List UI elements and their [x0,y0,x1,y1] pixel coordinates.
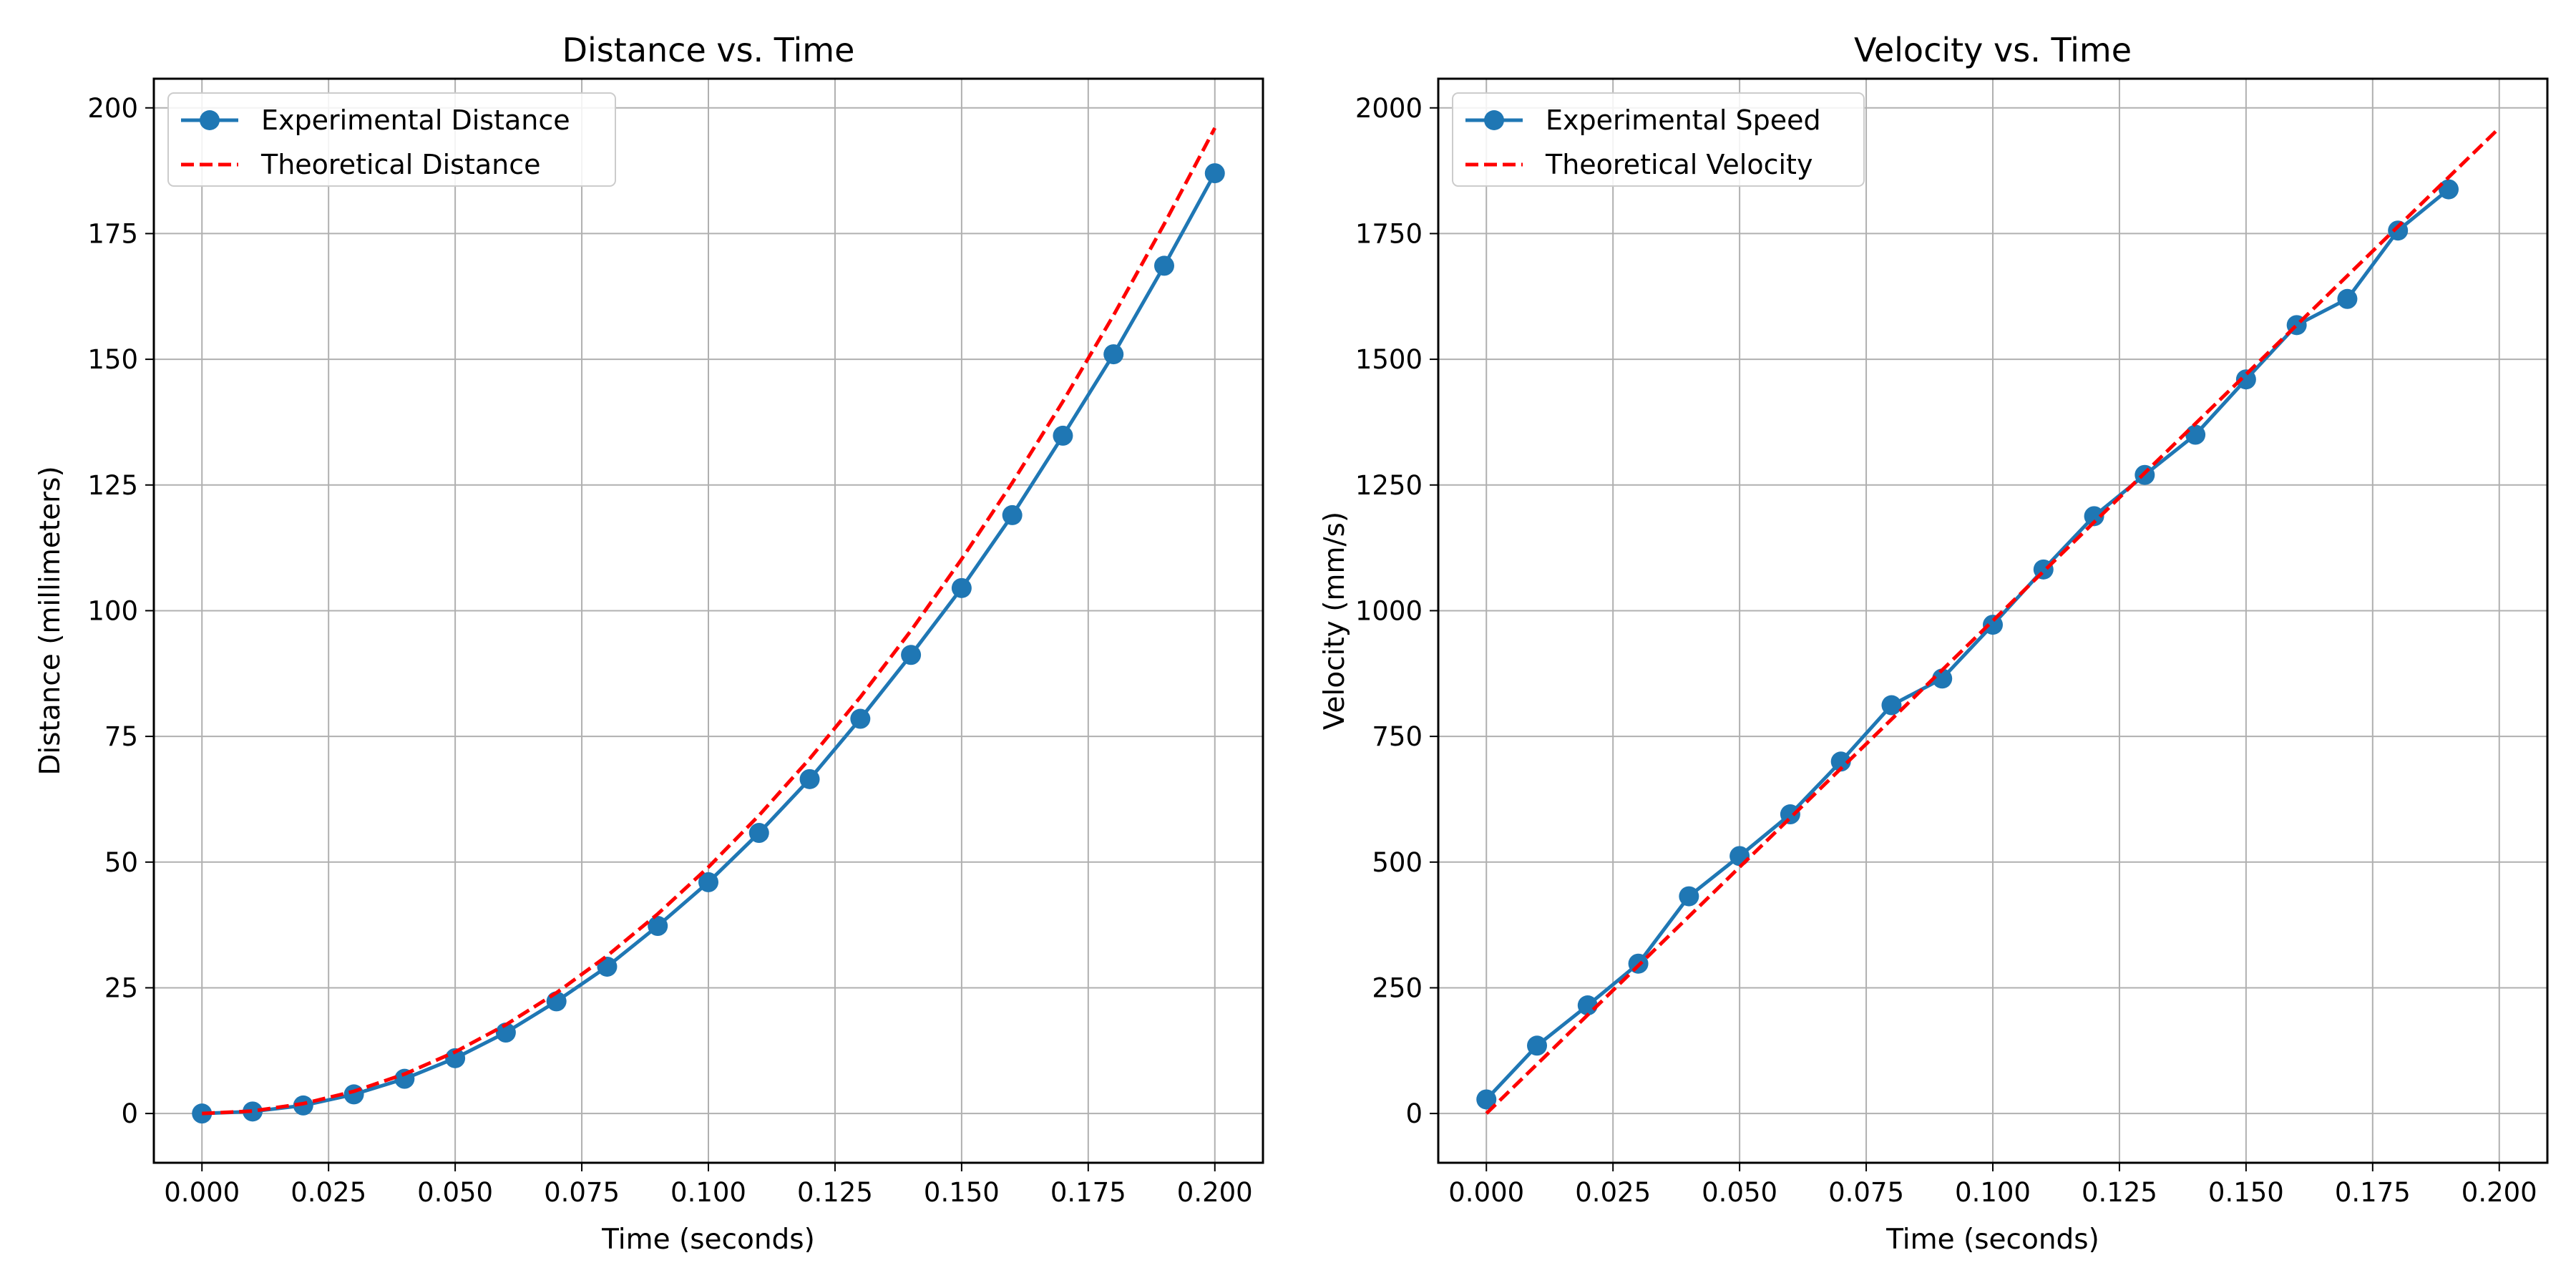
chart-2-title: Velocity vs. Time [1854,31,2132,69]
chart-1-series-1-point-13 [850,708,871,729]
chart-1-series-1-point-17 [1053,425,1073,446]
chart-2-series-1-point-18 [2388,220,2409,241]
chart-1-xtick-label-1: 0.025 [291,1177,366,1208]
chart-1-ytick-label-1: 25 [104,972,138,1003]
chart-1-series-1-point-16 [1002,504,1023,525]
chart-1-xtick-label-0: 0.000 [164,1177,240,1208]
chart-1-legend-label-2: Theoretical Distance [260,149,541,180]
chart-1-ylabel: Distance (millimeters) [34,466,67,775]
chart-1-legend-label-1: Experimental Distance [261,104,570,136]
chart-1-xtick-label-5: 0.125 [797,1177,873,1208]
chart-1-series-1-point-3 [343,1084,364,1105]
chart-1-xtick-label-7: 0.175 [1050,1177,1126,1208]
chart-2-ytick-label-0: 0 [1405,1098,1423,1129]
chart-1-legend [167,92,616,187]
chart-2-xtick-label-2: 0.050 [1702,1177,1777,1208]
chart-1-series-1-point-14 [901,645,922,665]
chart-2-series-1-point-9 [1932,668,1953,689]
chart-1-xtick-label-2: 0.050 [417,1177,493,1208]
chart-2-xtick-label-8: 0.200 [2462,1177,2537,1208]
chart-1-xtick-label-8: 0.200 [1177,1177,1253,1208]
chart-1-xtick-label-6: 0.150 [924,1177,1000,1208]
chart-1-series-1-point-2 [293,1095,313,1116]
chart-1-xlabel: Time (seconds) [601,1224,815,1256]
chart-2-ytick-label-7: 1750 [1355,218,1423,249]
chart-2-series-1-point-17 [2337,288,2358,309]
chart-1-series-1-point-5 [445,1048,466,1068]
chart-2-ylabel: Velocity (mm/s) [1319,512,1351,730]
chart-2-ytick-label-2: 500 [1372,847,1423,878]
chart-2-series-1-point-10 [1983,615,2003,635]
chart-2-xlabel: Time (seconds) [1885,1224,2099,1256]
chart-2-series-1-point-7 [1830,751,1851,772]
chart-1-ytick-label-2: 50 [104,847,138,878]
chart-2-series-1-point-1 [1527,1035,1548,1056]
chart-1-legend-marker-1 [200,110,220,130]
chart-2-series-1-point-5 [1729,846,1750,867]
chart-1-ytick-label-8: 200 [87,93,138,124]
chart-1-series-1-point-18 [1103,344,1124,365]
chart-1-title: Distance vs. Time [562,31,855,69]
chart-2-legend-label-1: Experimental Speed [1546,104,1821,136]
chart-2-series-1-point-6 [1780,804,1800,825]
chart-2: 0.000 0.025 0.050 0.075 0.100 0.125 0.150 0.175… [1319,31,2549,1256]
chart-2-xtick-label-3: 0.075 [1828,1177,1904,1208]
chart-1: 0.000 0.025 0.050 0.075 0.100 0.125 0.150 0.175… [34,31,1264,1256]
chart-1-series-1-point-11 [748,823,769,844]
chart-2-legend-label-2: Theoretical Velocity [1545,149,1813,180]
chart-1-ytick-label-3: 75 [104,721,138,752]
chart-2-xtick-label-5: 0.125 [2082,1177,2157,1208]
chart-1-frame [152,77,1264,1164]
chart-2-series-1-point-8 [1881,695,1902,716]
chart-2-ytick-label-3: 750 [1372,721,1423,752]
chart-2-xtick-label-1: 0.025 [1575,1177,1651,1208]
chart-1-series-1-point-20 [1204,163,1225,184]
chart-2-series-2-line [1485,127,2501,1115]
chart-2-series-1-point-14 [2185,424,2206,445]
chart-1-xtick-label-4: 0.100 [670,1177,746,1208]
chart-1-series-1-point-10 [698,872,718,892]
chart-1-ytick-label-5: 125 [87,470,138,501]
chart-1-series-1-point-1 [243,1101,263,1122]
chart-1-series-1-point-12 [799,769,820,789]
chart-1-series-1-point-0 [192,1103,213,1124]
chart-1-series-1-point-9 [648,916,668,937]
chart-1-ytick-label-6: 150 [87,344,138,375]
chart-2-ytick-label-6: 1500 [1355,344,1423,375]
chart-1-ytick-label-7: 175 [87,218,138,249]
chart-1-ytick-label-0: 0 [121,1098,138,1129]
chart-2-frame [1437,77,2549,1164]
chart-2-series-1-point-19 [2438,179,2459,200]
chart-1-series-1-point-15 [951,577,972,598]
chart-2-series-1-point-15 [2235,369,2256,390]
chart-2-legend-marker-1 [1484,110,1504,130]
chart-2-series-1-point-4 [1679,886,1699,907]
chart-2-xtick-label-4: 0.100 [1955,1177,2031,1208]
chart-1-series-1-point-6 [495,1023,516,1043]
chart-2-ytick-label-5: 1250 [1355,470,1423,501]
chart-2-xtick-label-7: 0.175 [2335,1177,2411,1208]
chart-2-ytick-label-8: 2000 [1355,93,1423,124]
chart-2-series-1-point-12 [2084,506,2104,527]
chart-2-xtick-label-6: 0.150 [2208,1177,2284,1208]
chart-2-legend [1452,92,1865,187]
chart-1-xtick-label-3: 0.075 [544,1177,620,1208]
chart-1-series-2-line [202,127,1216,1116]
chart-1-ytick-label-4: 100 [87,595,138,626]
chart-2-ytick-label-1: 250 [1372,972,1423,1003]
chart-1-series-1-point-19 [1153,255,1174,276]
chart-2-series-1-point-0 [1476,1089,1497,1110]
chart-2-ytick-label-4: 1000 [1355,595,1423,626]
chart-2-xtick-label-0: 0.000 [1448,1177,1524,1208]
chart-2-series-1-point-2 [1577,995,1598,1016]
